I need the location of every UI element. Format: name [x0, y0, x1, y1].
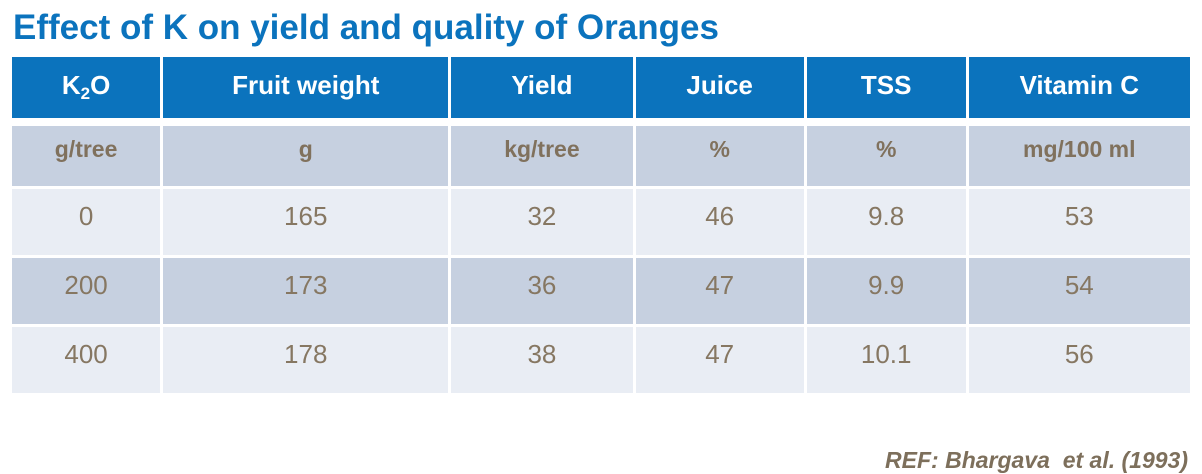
data-table: K2O Fruit weight Yield Juice TSS Vitamin… [8, 54, 1194, 397]
data-cell: 0 [8, 186, 164, 259]
data-cell: 178 [160, 324, 452, 397]
reference-citation: REF: Bhargava et al. (1993) [885, 447, 1188, 473]
data-cell: 10.1 [803, 324, 969, 397]
unit-cell-juice: % [632, 120, 807, 190]
data-cell: 47 [632, 324, 807, 397]
data-cell: 56 [965, 324, 1194, 397]
data-cell: 9.8 [803, 186, 969, 259]
table-row-k0: 0 165 32 46 9.8 53 [8, 186, 1194, 259]
header-cell-juice: Juice [632, 54, 807, 126]
header-cell-k2o: K2O [8, 54, 164, 126]
data-cell: 32 [448, 186, 636, 259]
k2o-tail: O [90, 70, 111, 101]
header-cell-yield: Yield [448, 54, 636, 126]
page-title: Effect of K on yield and quality of Oran… [13, 8, 719, 47]
header-row: K2O Fruit weight Yield Juice TSS Vitamin… [8, 54, 1194, 126]
unit-cell-vitamin-c: mg/100 ml [965, 120, 1194, 190]
k2o-subscript: 2 [80, 84, 91, 104]
data-cell: 36 [448, 255, 636, 328]
header-cell-vitamin-c: Vitamin C [965, 54, 1194, 126]
data-cell: 200 [8, 255, 164, 328]
table-row-k400: 400 178 38 47 10.1 56 [8, 324, 1194, 397]
header-cell-fruit-weight: Fruit weight [160, 54, 452, 126]
unit-cell-k2o: g/tree [8, 120, 164, 190]
data-cell: 9.9 [803, 255, 969, 328]
data-cell: 400 [8, 324, 164, 397]
slide: Effect of K on yield and quality of Oran… [0, 8, 1202, 474]
units-row: g/tree g kg/tree % % mg/100 ml [8, 120, 1194, 190]
k2o-base: K [61, 70, 81, 101]
table-row-k200: 200 173 36 47 9.9 54 [8, 255, 1194, 328]
header-cell-tss: TSS [803, 54, 969, 126]
data-cell: 46 [632, 186, 807, 259]
data-cell: 54 [965, 255, 1194, 328]
data-cell: 47 [632, 255, 807, 328]
data-cell: 165 [160, 186, 452, 259]
unit-cell-fruit-weight: g [160, 120, 452, 190]
unit-cell-tss: % [803, 120, 969, 190]
unit-cell-yield: kg/tree [448, 120, 636, 190]
data-cell: 53 [965, 186, 1194, 259]
data-cell: 38 [448, 324, 636, 397]
data-cell: 173 [160, 255, 452, 328]
